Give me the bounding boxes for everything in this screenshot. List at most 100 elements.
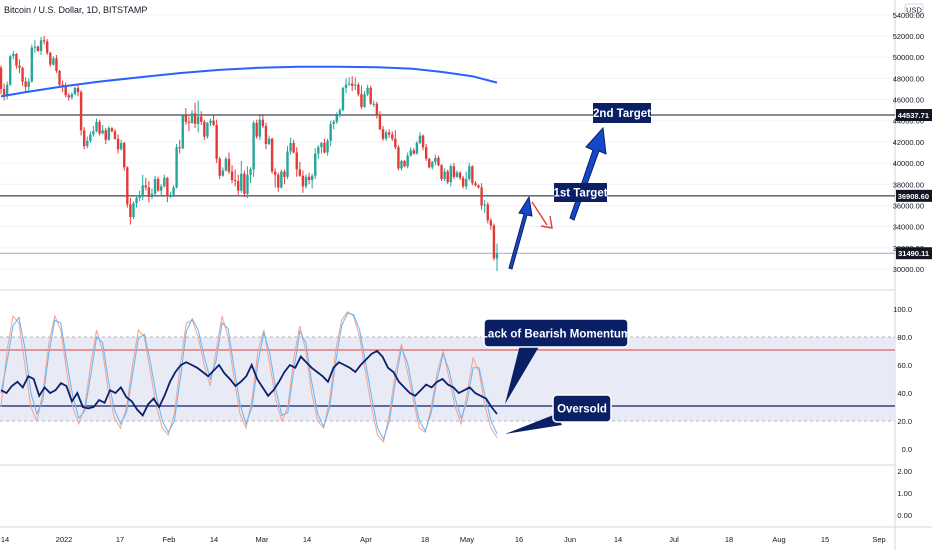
candle-body: [492, 225, 496, 259]
candle-body: [200, 116, 203, 122]
candle-body: [193, 113, 197, 124]
candle-body: [113, 131, 117, 139]
price-tick-label: 44000.00: [893, 117, 924, 126]
lack-of-bearish-momentum-callout[interactable]: Lack of Bearish Momentum: [481, 318, 631, 404]
candle-body: [33, 46, 37, 48]
rsi-band-fill: [0, 337, 895, 421]
candle-body: [163, 177, 166, 187]
candle-body: [292, 142, 295, 153]
price-badge-label: 36908.60: [898, 192, 929, 201]
candle-body: [317, 147, 320, 154]
candle-body: [455, 172, 459, 177]
candle-body: [360, 94, 363, 107]
currency-label: USD: [906, 6, 922, 15]
candle-body: [27, 81, 30, 87]
candle-body: [320, 142, 323, 148]
candle-body: [132, 203, 135, 218]
candle-body: [480, 187, 483, 206]
candle-body: [110, 128, 114, 132]
candle-body: [21, 67, 24, 82]
candle-body: [79, 92, 83, 131]
price-tick-label: 30000.00: [893, 265, 924, 274]
candle-body: [196, 116, 200, 124]
candle-body: [381, 129, 385, 139]
price-tick-label: 54000.00: [893, 11, 924, 20]
candle-body: [418, 135, 422, 143]
candle-body: [95, 121, 98, 132]
rsi-axis-ticks: 100.0 80.0 60.0 40.0 20.0 0.0: [893, 305, 912, 454]
candle-body: [434, 157, 437, 163]
candle-body: [203, 121, 206, 137]
candle-body: [104, 130, 107, 140]
candle-body: [67, 95, 70, 98]
volume-tick-label: 2.00: [897, 467, 912, 476]
candle-body: [126, 167, 129, 205]
candle-body: [215, 124, 218, 159]
candle-body: [301, 175, 305, 187]
candle-body: [9, 56, 12, 85]
candle-body: [5, 84, 9, 97]
candle-body: [273, 171, 277, 175]
time-axis-label: 14: [614, 535, 622, 544]
time-axis-label: 16: [515, 535, 523, 544]
price-gridlines: [0, 14, 895, 270]
rsi-tick-label: 60.0: [897, 361, 912, 370]
candle-body: [477, 185, 480, 188]
candle-body: [332, 121, 335, 124]
candle-body: [221, 170, 225, 176]
candle-body: [86, 140, 89, 147]
candle-body: [264, 126, 268, 145]
candle-body: [187, 121, 191, 123]
oversold-callout[interactable]: Oversold: [505, 394, 612, 434]
candle-body: [255, 122, 258, 137]
moving-average-line: [0, 65, 498, 98]
candle-body: [169, 194, 172, 196]
time-axis-label: Mar: [256, 535, 269, 544]
candle-body: [144, 185, 147, 188]
candle-body: [338, 110, 342, 116]
candle-body: [326, 140, 329, 153]
candle-body: [351, 83, 354, 86]
candle-body: [258, 119, 261, 137]
rsi-line: [0, 349, 498, 417]
candle-body: [295, 152, 298, 170]
candle-body: [412, 150, 416, 154]
candle-body: [76, 87, 80, 93]
candle-body: [233, 180, 237, 182]
first-target-badge[interactable]: 1st Target: [553, 183, 608, 202]
currency-badge[interactable]: USD: [904, 3, 924, 16]
price-badge: 44537.71: [896, 109, 932, 122]
oversold-label: Oversold: [557, 404, 607, 416]
candle-body: [384, 132, 388, 139]
time-axis-label: May: [460, 535, 474, 544]
candle-body: [237, 181, 240, 191]
candle-body: [378, 114, 382, 130]
candle-body: [375, 103, 379, 115]
time-axis-labels: 14 2022 17 Feb 14 Mar 14 Apr 18 May 16 Jun 14 Jul 18 Au…: [1, 535, 886, 544]
candle-body: [129, 204, 132, 218]
candle-body: [283, 171, 286, 177]
candle-body: [357, 84, 360, 95]
candle-body: [159, 186, 163, 191]
time-axis-label: Jul: [669, 535, 679, 544]
candle-body: [369, 87, 372, 104]
time-axis-label: Apr: [360, 535, 372, 544]
candle-body: [156, 178, 160, 191]
candle-body: [486, 204, 489, 221]
candle-body: [387, 132, 391, 135]
candle-body: [230, 171, 234, 181]
second-target-badge[interactable]: 2nd Target: [593, 103, 651, 123]
time-axis-label: 18: [421, 535, 429, 544]
volume-tick-label: 1.00: [897, 489, 912, 498]
candle-body: [341, 87, 345, 111]
volume-axis-ticks: 2.00 1.00 0.00: [897, 467, 912, 520]
candle-body: [483, 204, 486, 206]
time-axis-label: Feb: [163, 535, 176, 544]
candle-body: [58, 70, 61, 85]
rsi-tick-label: 100.0: [893, 305, 912, 314]
price-tick-label: 48000.00: [893, 74, 924, 83]
price-tick-label: 42000.00: [893, 138, 924, 147]
